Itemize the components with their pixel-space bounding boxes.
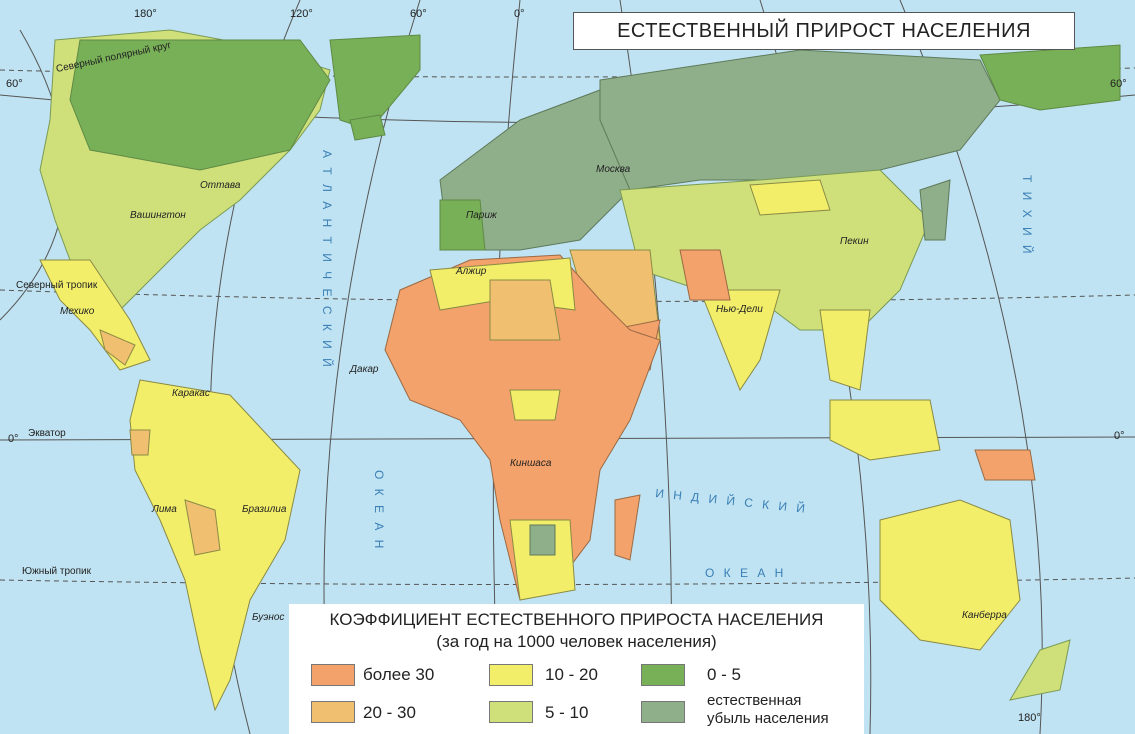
city-ottawa: Оттава: [200, 180, 241, 191]
city-mexico: Мехико: [60, 306, 95, 317]
city-paris: Париж: [466, 210, 497, 221]
city-brasilia: Бразилиа: [242, 504, 287, 515]
legend-label-20-30: 20 - 30: [363, 703, 416, 722]
australia: [879, 499, 1021, 651]
chukotka: [979, 44, 1121, 111]
central-america: [99, 329, 136, 366]
legend-swatch-5-10: [489, 701, 533, 723]
lon-180-bottom-label: 180°: [1018, 712, 1041, 724]
city-caracas: Каракас: [172, 388, 210, 399]
lon-60-label: 60°: [410, 8, 427, 20]
canada: [69, 39, 331, 171]
lon-180-label: 180°: [134, 8, 157, 20]
lon-120-label: 120°: [290, 8, 313, 20]
legend-label-decline-line1: естественная: [707, 692, 802, 709]
atlantic-ocean-label: О К Е А Н: [372, 470, 386, 552]
iceland: [349, 114, 386, 141]
city-beijing: Пекин: [840, 236, 869, 247]
india: [699, 289, 781, 392]
city-canberra: Канберра: [962, 610, 1007, 621]
south-africa: [509, 519, 576, 601]
western-europe: [439, 199, 486, 251]
equator-label: Экватор: [28, 428, 66, 439]
bolivia: [184, 499, 221, 556]
africa: [384, 254, 661, 601]
libya-egypt: [489, 279, 561, 341]
legend-label-5-10: 5 - 10: [545, 703, 589, 722]
city-lima: Лима: [152, 504, 177, 515]
new-zealand: [1008, 639, 1071, 701]
legend-subtitle: (за год на 1000 человек населения): [436, 632, 717, 651]
lat-60-right-label: 60°: [1110, 78, 1127, 90]
legend-label-10-20: 10 - 20: [545, 665, 598, 684]
lat-60-left-label: 60°: [6, 78, 23, 90]
madagascar: [614, 494, 641, 561]
map-title: ЕСТЕСТВЕННЫЙ ПРИРОСТ НАСЕЛЕНИЯ: [573, 12, 1075, 50]
central-africa-yellow: [509, 389, 561, 421]
legend: КОЭФФИЦИЕНТ ЕСТЕСТВЕННОГО ПРИРОСТА НАСЕЛ…: [289, 604, 864, 734]
legend-label-over-30: более 30: [363, 665, 435, 684]
legend-label-0-5: 0 - 5: [707, 665, 742, 684]
southeast-asia: [819, 309, 871, 391]
new-guinea: [974, 449, 1036, 481]
legend-title: КОЭФФИЦИЕНТ ЕСТЕСТВЕННОГО ПРИРОСТА НАСЕЛ…: [329, 610, 824, 629]
city-dakar: Дакар: [350, 364, 379, 375]
japan: [919, 179, 951, 241]
legend-swatch-20-30: [311, 701, 355, 723]
city-moscow: Москва: [596, 164, 631, 175]
atlantic-label: А Т Л А Н Т И Ч Е С К И Й: [320, 150, 334, 370]
city-buenos: Буэнос: [252, 612, 285, 623]
pakistan-afghanistan: [679, 249, 731, 301]
lon-0-label: 0°: [514, 8, 525, 20]
mongolia: [749, 179, 831, 216]
legend-swatch-decline: [641, 701, 685, 723]
city-algiers: Алжир: [456, 266, 487, 277]
ecuador: [129, 429, 151, 456]
pacific-label: Т И Х И Й: [1020, 175, 1034, 257]
tropic-capricorn-label: Южный тропик: [22, 566, 91, 577]
lat-0-left-label: 0°: [8, 433, 19, 445]
botswana: [529, 524, 556, 556]
indian-ocean-label: О К Е А Н: [705, 566, 787, 580]
city-new-delhi: Нью-Дели: [716, 304, 763, 315]
city-kinshasa: Киншаса: [510, 458, 552, 469]
tropic-cancer-label: Северный тропик: [16, 280, 98, 291]
lat-0-right-label: 0°: [1114, 430, 1125, 442]
legend-label-decline-line2: убыль населения: [707, 710, 829, 727]
legend-swatch-10-20: [489, 664, 533, 686]
city-washington: Вашингтон: [130, 210, 186, 221]
indonesia: [829, 399, 941, 461]
legend-swatch-0-5: [641, 664, 685, 686]
legend-swatch-over-30: [311, 664, 355, 686]
